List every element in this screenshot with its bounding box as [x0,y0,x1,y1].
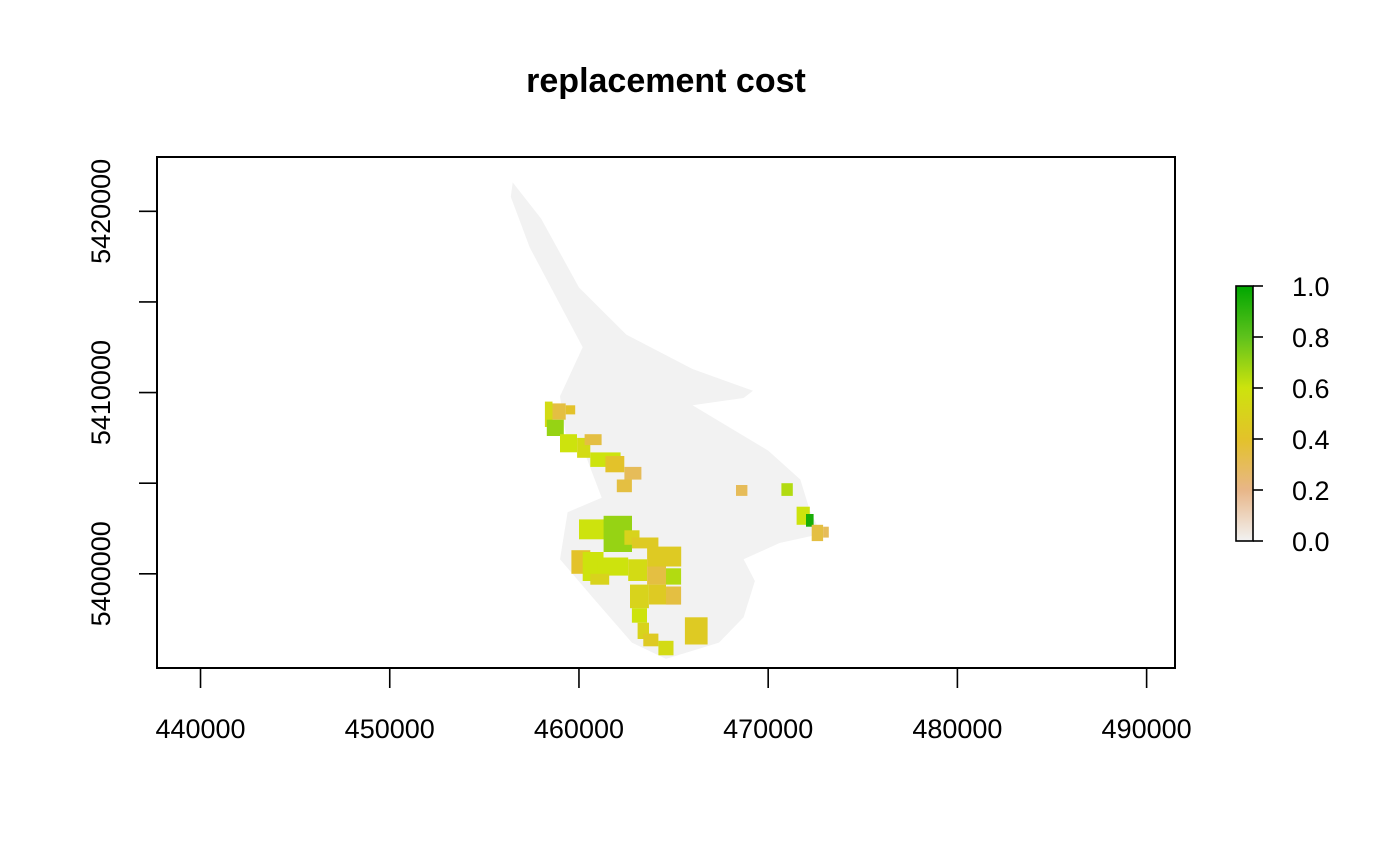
cost-patch [565,405,576,415]
cost-patch [823,526,829,538]
x-tick-label: 440000 [155,714,245,744]
x-tick-label: 470000 [723,714,813,744]
cost-patch [544,401,553,427]
cost-patch [647,566,666,585]
cost-patch [658,640,674,656]
y-tick-label: 5420000 [86,159,116,264]
y-tick-label: 5400000 [86,521,116,626]
cost-patch [579,519,606,540]
cost-patch [605,456,625,473]
x-tick-label: 450000 [345,714,435,744]
cost-patch [552,403,566,420]
cost-patch [637,622,649,639]
legend-tick-label: 0.2 [1292,476,1330,506]
legend-ticks: 0.0 0.2 0.4 0.6 0.8 1.0 [1253,272,1330,557]
color-legend: 0.0 0.2 0.4 0.6 0.8 1.0 [1235,272,1330,557]
x-tick-label: 490000 [1102,714,1192,744]
cost-patch [597,557,629,576]
x-tick-label: 460000 [534,714,624,744]
x-axis: 440000 450000 460000 470000 480000 490000 [155,667,1192,744]
x-tick-label: 480000 [912,714,1002,744]
y-axis: 5400000 5410000 5420000 [86,159,158,626]
cost-patch [811,524,824,542]
cost-patch [781,483,793,496]
legend-tick-label: 1.0 [1292,272,1330,302]
cost-patch [666,568,682,585]
cost-patch [628,559,648,581]
legend-tick-label: 0.8 [1292,323,1330,353]
study-area-region [510,182,822,659]
cost-patch [643,633,659,647]
cost-patch [630,584,649,609]
map-region-layer [510,182,829,659]
legend-tick-label: 0.6 [1292,374,1330,404]
cost-patch [806,514,814,527]
cost-patch [624,466,642,480]
map-title: replacement cost [526,62,806,100]
cost-patch [584,434,602,446]
cost-patch [560,434,577,453]
cost-patch [546,419,564,436]
cost-patch [647,546,682,567]
legend-tick-label: 0.0 [1292,527,1330,557]
cost-patch [631,537,659,549]
cost-patch [684,617,708,645]
cost-patch [736,485,748,496]
y-tick-label: 5410000 [86,340,116,445]
cost-patch [616,479,632,493]
legend-color-bar [1235,285,1254,542]
cost-patch [590,573,610,585]
cost-patches-layer [544,401,829,656]
legend-tick-label: 0.4 [1292,425,1330,455]
cost-patch [649,584,666,605]
cost-patch [666,586,682,605]
cost-patch [631,608,647,623]
